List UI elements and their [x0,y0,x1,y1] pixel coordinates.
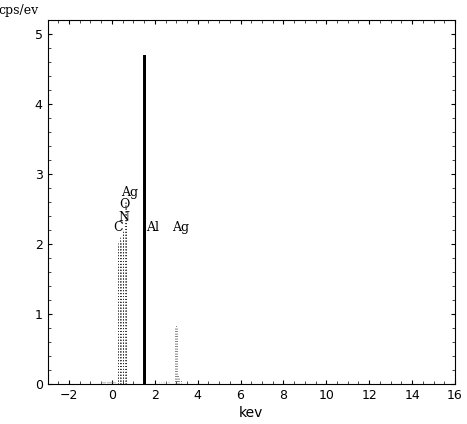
Text: O: O [120,198,130,211]
Text: Ag: Ag [121,186,138,198]
X-axis label: kev: kev [239,406,263,420]
Text: C: C [113,220,123,234]
Text: cps/ev: cps/ev [0,4,39,17]
Text: Ag: Ag [172,220,190,234]
Text: Al: Al [146,220,159,234]
Text: N: N [119,212,130,224]
